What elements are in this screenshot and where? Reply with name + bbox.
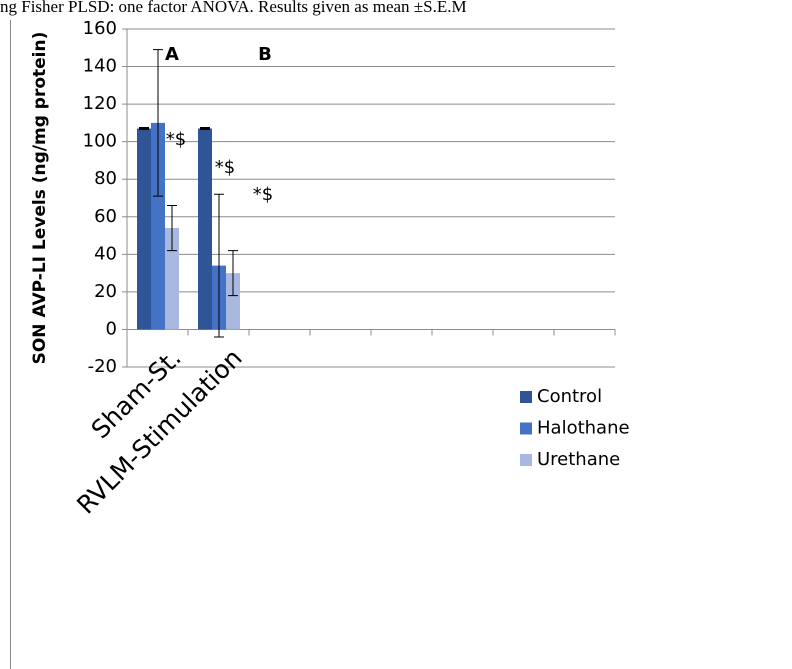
annotation: B xyxy=(258,44,272,65)
bar xyxy=(198,128,212,330)
bar xyxy=(165,228,179,330)
error-bar xyxy=(153,49,163,197)
y-tick-label: 60 xyxy=(94,206,117,227)
y-tick-label: 80 xyxy=(94,168,117,189)
y-tick-label: 160 xyxy=(83,18,117,39)
y-tick-label: 140 xyxy=(83,56,117,77)
legend-label: Halothane xyxy=(537,418,630,439)
error-bar xyxy=(214,193,224,338)
annotation: *$ xyxy=(166,129,186,150)
y-axis-label: SON AVP-LI Levels (ng/mg protein) xyxy=(30,32,50,365)
y-tick-label: 120 xyxy=(83,93,117,114)
error-bar xyxy=(167,205,177,252)
annotation: A xyxy=(165,44,179,65)
legend-label: Urethane xyxy=(537,449,620,470)
annotation: *$ xyxy=(215,157,235,178)
bar xyxy=(151,122,165,330)
legend-swatch xyxy=(520,391,532,403)
y-tick-label: -20 xyxy=(88,356,117,377)
bar xyxy=(137,128,151,330)
error-bar xyxy=(228,250,238,297)
y-tick-label: 0 xyxy=(106,318,117,339)
legend-swatch xyxy=(520,454,532,466)
bar xyxy=(226,273,240,330)
annotation: *$ xyxy=(253,184,273,205)
y-tick-label: 40 xyxy=(94,243,117,264)
legend-swatch xyxy=(520,422,532,435)
header: ng Fisher PLSD: one factor ANOVA. Result… xyxy=(0,0,467,16)
y-tick-label: 100 xyxy=(83,131,117,152)
legend-label: Control xyxy=(537,386,602,407)
y-tick-label: 20 xyxy=(94,281,117,302)
